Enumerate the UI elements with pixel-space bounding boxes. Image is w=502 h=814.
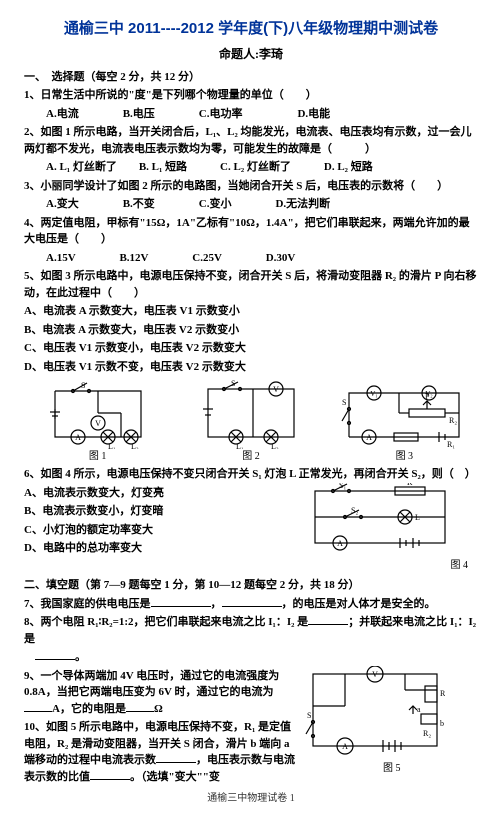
q9: 9、一个导体两端加 4V 电压时，通过它的电流强度为 0.8A，当把它两端电压变… [24, 668, 299, 718]
q5-stem: 5、如图 3 所示电路中，电源电压保持不变，闭合开关 S 后，将滑动变阻器 R₂… [24, 268, 478, 301]
q5-a: A、电流表 A 示数变大，电压表 V1 示数变小 [24, 303, 478, 320]
svg-text:S₁: S₁ [339, 483, 346, 490]
svg-text:A: A [366, 433, 372, 442]
q5-c: C、电压表 V1 示数变小，电压表 V2 示数变大 [24, 340, 478, 357]
q4-opts: A.15V B.12V C.25V D.30V [24, 250, 478, 267]
q10: 10、如图 5 所示电路中，电源电压保持不变，R₁ 是定值电阻，R₂ 是滑动变阻… [24, 719, 299, 785]
q8: 8、两个电阻 R₁∶R₂=1:2，把它们串联起来电流之比 I₁：I₂ 是；并联起… [24, 614, 478, 647]
q5-b: B、电流表 A 示数变大，电压表 V2 示数变小 [24, 322, 478, 339]
section1-heading: 一、 选择题（每空 2 分，共 12 分） [24, 69, 478, 86]
svg-text:A: A [338, 539, 344, 548]
fig4-label: 图 4 [305, 558, 478, 573]
q6-b: B、电流表示数变小，灯变暗 [24, 503, 299, 520]
svg-text:S: S [342, 398, 346, 407]
q4-stem: 4、两定值电阻，甲标有"15Ω，1A"乙标有"10Ω，1.4A"，把它们串联起来… [24, 215, 478, 248]
svg-text:a: a [417, 705, 421, 714]
q2-opts: A. L₁ 灯丝断了 B. L₁ 短路 C. L₂ 灯丝断了 D. L₂ 短路 [24, 159, 478, 176]
svg-text:L: L [415, 513, 420, 522]
page-title: 通榆三中 2011----2012 学年度(下)八年级物理期中测试卷 [24, 18, 478, 41]
svg-text:S: S [307, 711, 311, 720]
svg-text:L₂: L₂ [131, 442, 139, 449]
svg-text:R: R [407, 483, 413, 487]
q5-d: D、电压表 V1 示数不变，电压表 V2 示数变大 [24, 359, 478, 376]
svg-text:b: b [440, 719, 444, 728]
svg-text:A: A [75, 433, 81, 442]
q8c: 。 [24, 649, 478, 666]
q6-c: C、小灯泡的额定功率变大 [24, 522, 299, 539]
svg-text:V: V [95, 419, 101, 428]
svg-text:R₂: R₂ [449, 416, 457, 425]
fig4: A S₁ R S₂ L 图 4 [305, 483, 478, 574]
q6-stem: 6、如图 4 所示，电源电压保持不变只闭合开关 S₁ 灯泡 L 正常发光，再闭合… [24, 466, 478, 483]
svg-text:P: P [425, 392, 430, 401]
q3-stem: 3、小丽同学设计了如图 2 所示的电路图，当她闭合开关 S 后，电压表的示数将（… [24, 178, 478, 195]
svg-text:V₁: V₁ [371, 390, 379, 398]
fig1-label: 图 1 [24, 449, 171, 464]
svg-text:V: V [273, 385, 279, 394]
svg-text:S: S [231, 379, 235, 388]
fig2: V S L₁ L₂ 图 2 [177, 379, 324, 464]
page-footer: 通榆三中物理试卷 1 [24, 791, 478, 806]
figure-row-1: A V L₁ L₂ S 图 1 V [24, 379, 478, 464]
fig2-label: 图 2 [177, 449, 324, 464]
author: 命题人:李琦 [24, 45, 478, 63]
svg-text:R₁: R₁ [440, 689, 445, 698]
fig3-label: 图 3 [331, 449, 478, 464]
fig3: V₁ V₂ A P R₂ S R₁ 图 3 [331, 379, 478, 464]
q1-opts: A.电流 B.电压 C.电功率 D.电能 [24, 106, 478, 123]
fig5-label: 图 5 [305, 761, 478, 776]
q1-stem: 1、日常生活中所说的"度"是下列哪个物理量的单位（ ） [24, 87, 478, 104]
svg-text:S: S [81, 381, 85, 390]
svg-text:V: V [373, 670, 379, 679]
svg-text:R₂: R₂ [423, 729, 431, 738]
svg-text:S₂: S₂ [351, 506, 358, 515]
svg-text:L₁: L₁ [108, 442, 116, 449]
svg-text:A: A [343, 742, 349, 751]
svg-text:R₁: R₁ [447, 440, 455, 449]
q7: 7、我国家庭的供电电压是，，的电压是对人体才是安全的。 [24, 596, 478, 613]
svg-text:L₂: L₂ [271, 442, 279, 449]
fig1: A V L₁ L₂ S 图 1 [24, 379, 171, 464]
svg-text:L₁: L₁ [236, 442, 244, 449]
q3-opts: A.变大 B.不变 C.变小 D.无法判断 [24, 196, 478, 213]
q6-a: A、电流表示数变大，灯变亮 [24, 485, 299, 502]
q2-stem: 2、如图 1 所示电路，当开关闭合后，L₁、L₂ 均能发光，电流表、电压表均有示… [24, 124, 478, 157]
q6-d: D、电路中的总功率变大 [24, 540, 299, 557]
section2-heading: 二、填空题（第 7—9 题每空 1 分，第 10—12 题每空 2 分，共 18… [24, 577, 478, 594]
fig5: V A R₁ a b S R₂ 图 5 [305, 666, 478, 786]
